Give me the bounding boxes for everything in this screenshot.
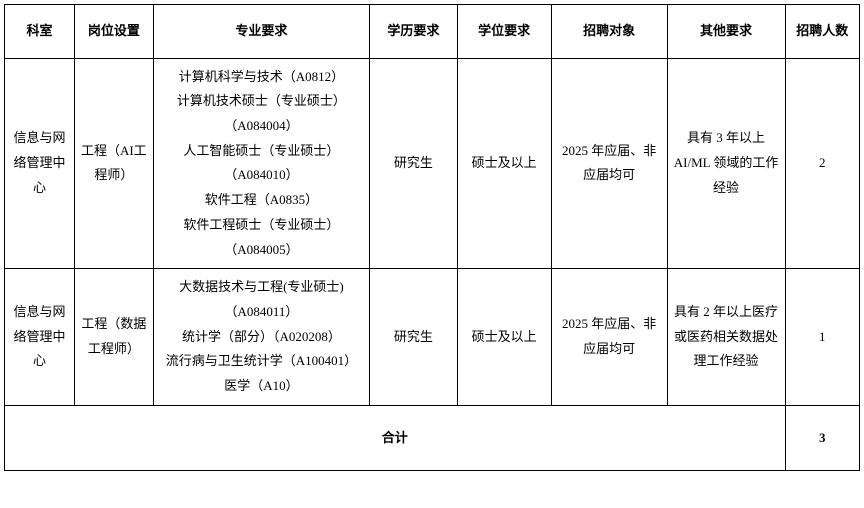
cell-degree: 硕士及以上 [457,58,551,269]
cell-other: 具有 2 年以上医疗或医药相关数据处理工作经验 [667,269,785,405]
header-position: 岗位设置 [74,5,153,59]
table-row: 信息与网络管理中心 工程（AI工程师） 计算机科学与技术（A0812） 计算机技… [5,58,860,269]
cell-major: 计算机科学与技术（A0812） 计算机技术硕士（专业硕士）（A084004） 人… [153,58,369,269]
cell-education: 研究生 [370,58,457,269]
header-degree: 学位要求 [457,5,551,59]
header-other: 其他要求 [667,5,785,59]
header-target: 招聘对象 [551,5,667,59]
cell-target: 2025 年应届、非应届均可 [551,269,667,405]
cell-count: 1 [785,269,859,405]
cell-position: 工程（AI工程师） [74,58,153,269]
cell-degree: 硕士及以上 [457,269,551,405]
total-label: 合计 [5,405,786,471]
header-dept: 科室 [5,5,75,59]
total-value: 3 [785,405,859,471]
recruitment-table: 科室 岗位设置 专业要求 学历要求 学位要求 招聘对象 其他要求 招聘人数 信息… [4,4,860,471]
table-row: 信息与网络管理中心 工程（数据工程师） 大数据技术与工程(专业硕士)（A0840… [5,269,860,405]
cell-target: 2025 年应届、非应届均可 [551,58,667,269]
cell-position: 工程（数据工程师） [74,269,153,405]
cell-count: 2 [785,58,859,269]
table-total-row: 合计 3 [5,405,860,471]
header-education: 学历要求 [370,5,457,59]
cell-dept: 信息与网络管理中心 [5,58,75,269]
cell-education: 研究生 [370,269,457,405]
cell-dept: 信息与网络管理中心 [5,269,75,405]
header-major: 专业要求 [153,5,369,59]
header-count: 招聘人数 [785,5,859,59]
cell-other: 具有 3 年以上AI/ML 领域的工作经验 [667,58,785,269]
cell-major: 大数据技术与工程(专业硕士)（A084011） 统计学（部分）（A020208）… [153,269,369,405]
table-header-row: 科室 岗位设置 专业要求 学历要求 学位要求 招聘对象 其他要求 招聘人数 [5,5,860,59]
